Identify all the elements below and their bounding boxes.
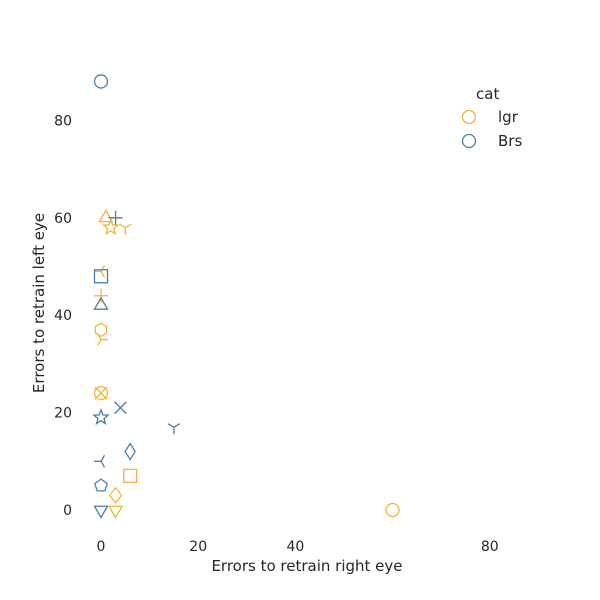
legend-marker-lgr xyxy=(461,109,477,125)
data-point-lgr xyxy=(118,223,132,235)
y-tick-label: 0 xyxy=(63,503,72,519)
x-tick-label: 40 xyxy=(286,539,304,555)
data-point-lgr xyxy=(123,468,138,484)
data-point-lgr xyxy=(94,288,108,303)
data-point-brs xyxy=(93,74,109,89)
y-tick-label: 60 xyxy=(54,211,72,227)
data-point-brs xyxy=(93,296,109,310)
data-point-brs xyxy=(167,423,181,435)
data-point-brs xyxy=(94,478,108,492)
data-point-lgr xyxy=(108,486,123,504)
data-point-lgr xyxy=(98,209,114,223)
y-axis-ticks: 0 20 40 60 80 xyxy=(54,113,72,519)
legend-title: cat xyxy=(476,85,499,103)
data-points xyxy=(92,74,400,519)
data-point-brs xyxy=(108,210,123,225)
x-tick-label: 20 xyxy=(189,539,207,555)
legend: cat lgr Brs xyxy=(461,85,522,150)
data-point-lgr xyxy=(101,218,120,236)
legend-label-lgr: lgr xyxy=(498,108,519,126)
data-point-lgr xyxy=(94,322,108,338)
data-point-lgr xyxy=(107,505,124,519)
x-tick-label: 80 xyxy=(481,539,499,555)
data-point-brs xyxy=(113,401,127,415)
data-point-brs xyxy=(93,505,109,519)
x-axis-label: Errors to retrain right eye xyxy=(211,557,402,575)
data-point-brs xyxy=(94,454,106,468)
x-axis-ticks: 0 20 40 80 xyxy=(97,539,499,555)
data-point-brs xyxy=(124,442,136,461)
data-point-brs xyxy=(93,269,109,284)
y-tick-label: 40 xyxy=(54,308,72,324)
data-point-lgr xyxy=(93,385,109,401)
x-tick-label: 0 xyxy=(97,539,106,555)
legend-label-brs: Brs xyxy=(498,132,522,150)
y-tick-label: 20 xyxy=(54,406,72,422)
legend-marker-brs xyxy=(461,133,477,149)
y-axis-label: Errors to retrain left eye xyxy=(30,213,48,393)
data-point-lgr xyxy=(385,502,400,518)
data-point-brs xyxy=(92,408,110,426)
data-point-lgr xyxy=(94,386,108,400)
data-point-lgr xyxy=(94,264,106,278)
data-point-lgr xyxy=(96,333,108,346)
y-tick-label: 80 xyxy=(54,113,72,129)
